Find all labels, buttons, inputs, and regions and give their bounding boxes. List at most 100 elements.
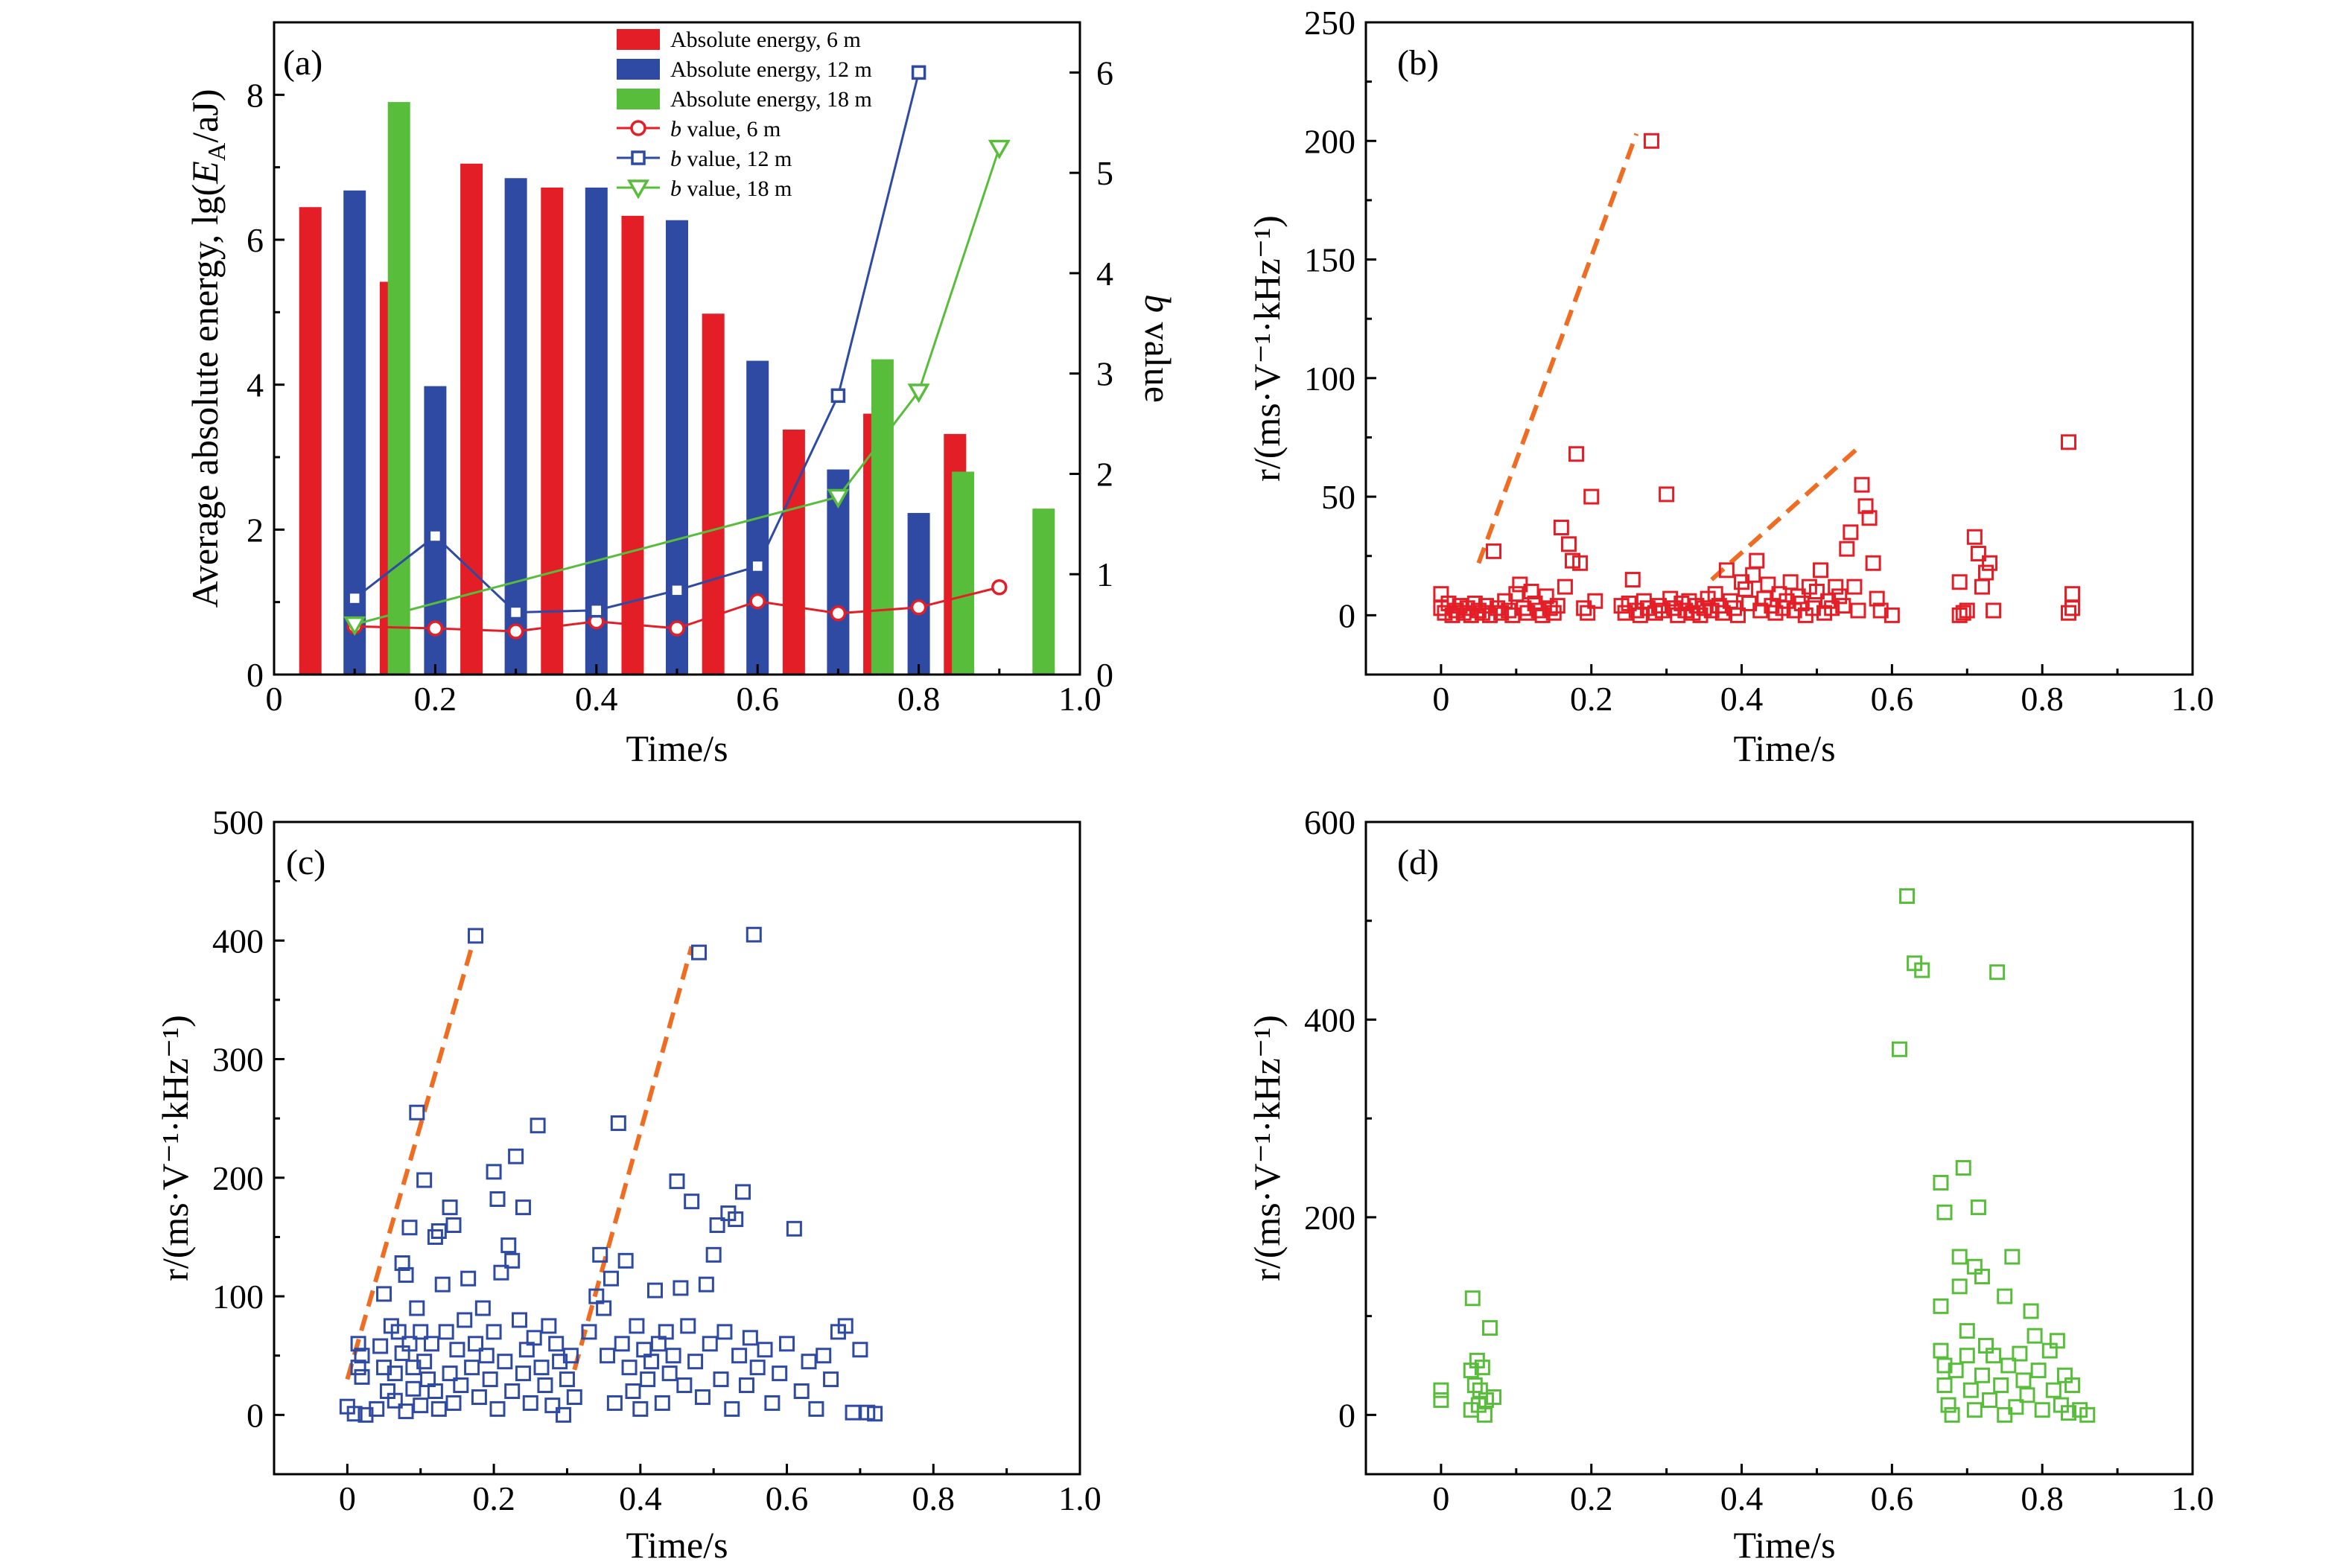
data-point [724,1400,740,1417]
data-point [2049,1333,2065,1349]
x-tick-label: 0 [266,680,283,718]
data-point [1662,590,1679,607]
data-point [486,1324,502,1340]
x-tick-label: 0.4 [619,1479,662,1517]
data-point [1970,1199,1986,1216]
legend-label-line-tail: value, 6 m [681,117,781,141]
data-point [493,1264,509,1281]
data-point [1869,590,1885,607]
data-point [1808,584,1825,600]
bar-6m [299,207,322,675]
data-point [1955,1160,1971,1176]
data-point [1466,1377,1483,1394]
data-point [2061,434,2076,450]
y-left-tick-label: 0 [247,656,264,694]
data-point [2012,1345,2028,1362]
bar-6m [782,430,805,675]
legend-label-bar: Absolute energy, 12 m [670,57,872,82]
data-point [1854,477,1870,493]
y-tick-label: 100 [1304,360,1355,398]
panel-a-ylabel-right-var: b [1137,294,1179,313]
panel-a-ylabel-right-tail: value [1137,313,1179,403]
data-point [684,1193,700,1210]
data-point [1940,1397,1956,1413]
data-point [731,1348,748,1364]
b-value-point-18m [827,488,850,509]
data-point [566,1389,582,1405]
data-point [1516,600,1532,616]
bar-6m [460,163,483,675]
data-point [1951,1278,1968,1295]
panel-c-ylabel: r/(ms·V⁻¹·kHz⁻¹) [154,1015,196,1281]
data-point [1659,486,1675,503]
data-point [474,1300,491,1316]
data-point [1568,446,1585,462]
data-point [592,1246,608,1263]
data-point [2030,1363,2047,1379]
data-point [1538,588,1554,605]
panel-b-ticks: 0 0.2 0.4 0.6 0.8 1.0 0 50 100 150 200 250 [1304,4,2214,718]
data-point [698,1276,714,1293]
data-point [779,1336,795,1352]
data-point [453,1377,469,1394]
panel-c-trendlines [345,946,694,1380]
b-value-point-6m [830,605,847,622]
data-point [515,1365,531,1382]
b-value-point-6m [507,623,524,640]
panel-b-trendlines [1476,133,1864,581]
legend-label-line-var: b [670,117,681,141]
y-tick-label: 0 [247,1396,264,1434]
x-tick-label: 0.4 [575,680,618,718]
data-point [464,1360,480,1376]
data-point [1982,555,1998,571]
b-value-point-12m [911,65,926,80]
bar-6m [541,187,564,675]
data-point [1553,520,1569,536]
panel-c: 0 0.2 0.4 0.6 0.8 1.0 0 100 200 300 400 500 (c) Tim… [154,803,1102,1566]
data-point [1951,1249,1968,1265]
data-point [544,1398,561,1414]
data-point [430,1223,447,1239]
data-point [1974,1367,1990,1383]
x-tick-label: 0.6 [1871,680,1914,718]
data-point [372,1338,389,1354]
data-point [2061,605,2076,621]
data-point [1805,600,1821,616]
data-point [1843,524,1859,541]
legend-label-line-tail: value, 12 m [681,147,792,171]
legend-marker [631,150,646,165]
data-point [1643,133,1659,149]
data-point [427,1383,443,1400]
data-point [1560,536,1577,552]
data-point [823,1371,839,1388]
data-point [398,1266,414,1283]
data-point [541,1318,557,1334]
data-point [409,1104,425,1121]
data-point [716,1324,733,1340]
bar-6m [702,313,725,675]
y-right-tick-label: 4 [1096,255,1113,293]
data-point [673,1280,689,1296]
data-point [489,1191,506,1207]
data-point [350,1336,366,1352]
b-value-line-18m [354,147,1001,626]
data-point [387,1365,403,1382]
data-point [2064,1377,2081,1394]
data-point [1884,607,1900,623]
panel-c-letter: (c) [286,843,325,882]
y-right-tick-label: 1 [1096,555,1113,593]
data-point [691,944,708,960]
data-point [537,1377,553,1394]
data-point [2000,1357,2017,1374]
data-point [1707,586,1723,602]
data-point [1850,602,1866,619]
x-tick-label: 0 [1432,680,1449,718]
data-point [416,1172,433,1188]
data-point [1944,1406,1960,1423]
data-point [1482,1320,1498,1336]
panel-c-points [339,926,883,1423]
data-point [1572,555,1589,571]
b-value-line-12m [354,72,921,614]
data-point [489,1400,506,1417]
